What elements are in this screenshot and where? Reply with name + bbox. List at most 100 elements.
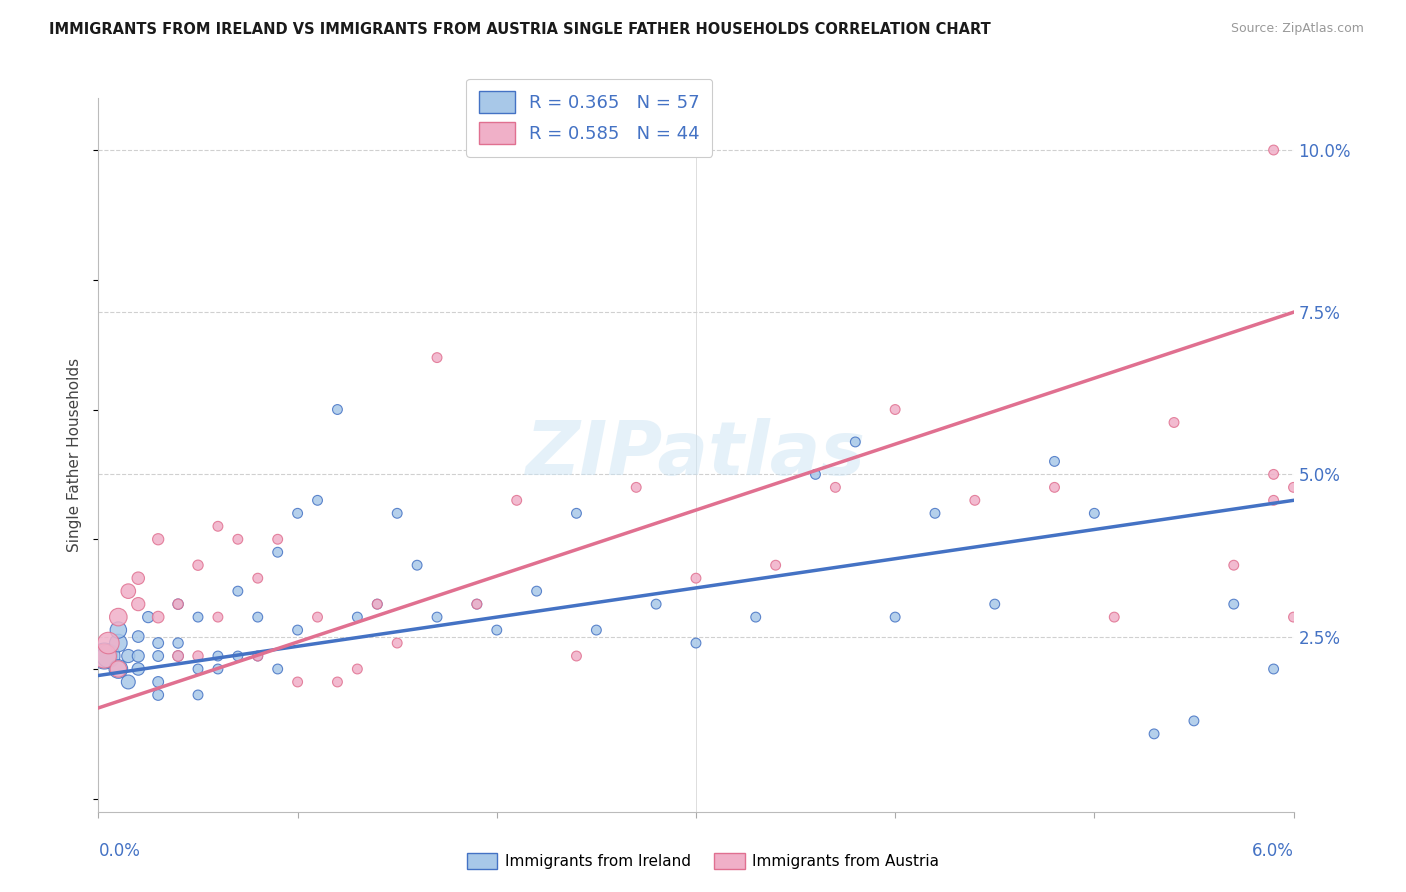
Point	[167, 597, 190, 611]
Point	[307, 493, 329, 508]
Point	[1163, 416, 1185, 430]
Point	[187, 610, 209, 624]
Point	[107, 662, 129, 676]
Point	[1223, 597, 1246, 611]
Point	[804, 467, 827, 482]
Point	[127, 571, 149, 585]
Point	[924, 506, 946, 520]
Point	[685, 571, 707, 585]
Point	[167, 636, 190, 650]
Point	[107, 662, 129, 676]
Point	[117, 675, 139, 690]
Point	[1263, 467, 1285, 482]
Point	[485, 623, 508, 637]
Point	[167, 648, 190, 663]
Text: ZIPatlas: ZIPatlas	[526, 418, 866, 491]
Point	[465, 597, 488, 611]
Point	[884, 610, 907, 624]
Point	[1043, 454, 1066, 468]
Point	[107, 610, 129, 624]
Point	[187, 558, 209, 573]
Point	[1223, 558, 1246, 573]
Point	[426, 351, 449, 365]
Point	[226, 648, 249, 663]
Point	[148, 675, 170, 690]
Point	[824, 480, 846, 494]
Point	[267, 662, 290, 676]
Point	[246, 648, 269, 663]
Point	[267, 533, 290, 547]
Point	[207, 648, 229, 663]
Point	[385, 506, 409, 520]
Point	[984, 597, 1007, 611]
Point	[127, 662, 149, 676]
Point	[685, 636, 707, 650]
Point	[326, 675, 349, 690]
Point	[148, 648, 170, 663]
Point	[1043, 480, 1066, 494]
Legend: Immigrants from Ireland, Immigrants from Austria: Immigrants from Ireland, Immigrants from…	[461, 847, 945, 875]
Point	[97, 636, 120, 650]
Point	[287, 623, 309, 637]
Point	[287, 506, 309, 520]
Point	[346, 662, 368, 676]
Point	[1282, 610, 1305, 624]
Point	[93, 648, 115, 663]
Point	[97, 648, 120, 663]
Point	[1104, 610, 1126, 624]
Point	[167, 648, 190, 663]
Point	[93, 648, 115, 663]
Point	[585, 623, 607, 637]
Point	[326, 402, 349, 417]
Point	[207, 610, 229, 624]
Point	[148, 610, 170, 624]
Point	[884, 402, 907, 417]
Point	[1143, 727, 1166, 741]
Point	[187, 662, 209, 676]
Point	[246, 648, 269, 663]
Point	[465, 597, 488, 611]
Point	[765, 558, 787, 573]
Point	[565, 648, 588, 663]
Text: 6.0%: 6.0%	[1251, 842, 1294, 860]
Point	[127, 597, 149, 611]
Point	[207, 662, 229, 676]
Point	[127, 648, 149, 663]
Point	[187, 648, 209, 663]
Point	[107, 623, 129, 637]
Point	[187, 688, 209, 702]
Point	[844, 434, 866, 449]
Point	[366, 597, 388, 611]
Y-axis label: Single Father Households: Single Father Households	[67, 358, 83, 552]
Point	[1263, 143, 1285, 157]
Point	[246, 571, 269, 585]
Text: 0.0%: 0.0%	[98, 842, 141, 860]
Point	[745, 610, 768, 624]
Point	[506, 493, 529, 508]
Point	[207, 519, 229, 533]
Point	[963, 493, 986, 508]
Point	[1263, 493, 1285, 508]
Point	[287, 675, 309, 690]
Point	[148, 636, 170, 650]
Legend: R = 0.365   N = 57, R = 0.585   N = 44: R = 0.365 N = 57, R = 0.585 N = 44	[465, 78, 713, 157]
Point	[226, 584, 249, 599]
Point	[346, 610, 368, 624]
Point	[307, 610, 329, 624]
Point	[366, 597, 388, 611]
Point	[626, 480, 648, 494]
Point	[226, 533, 249, 547]
Point	[167, 597, 190, 611]
Point	[426, 610, 449, 624]
Text: IMMIGRANTS FROM IRELAND VS IMMIGRANTS FROM AUSTRIA SINGLE FATHER HOUSEHOLDS CORR: IMMIGRANTS FROM IRELAND VS IMMIGRANTS FR…	[49, 22, 991, 37]
Point	[148, 533, 170, 547]
Point	[267, 545, 290, 559]
Point	[526, 584, 548, 599]
Point	[645, 597, 668, 611]
Point	[117, 584, 139, 599]
Point	[107, 636, 129, 650]
Point	[117, 648, 139, 663]
Point	[565, 506, 588, 520]
Point	[1083, 506, 1105, 520]
Point	[1182, 714, 1205, 728]
